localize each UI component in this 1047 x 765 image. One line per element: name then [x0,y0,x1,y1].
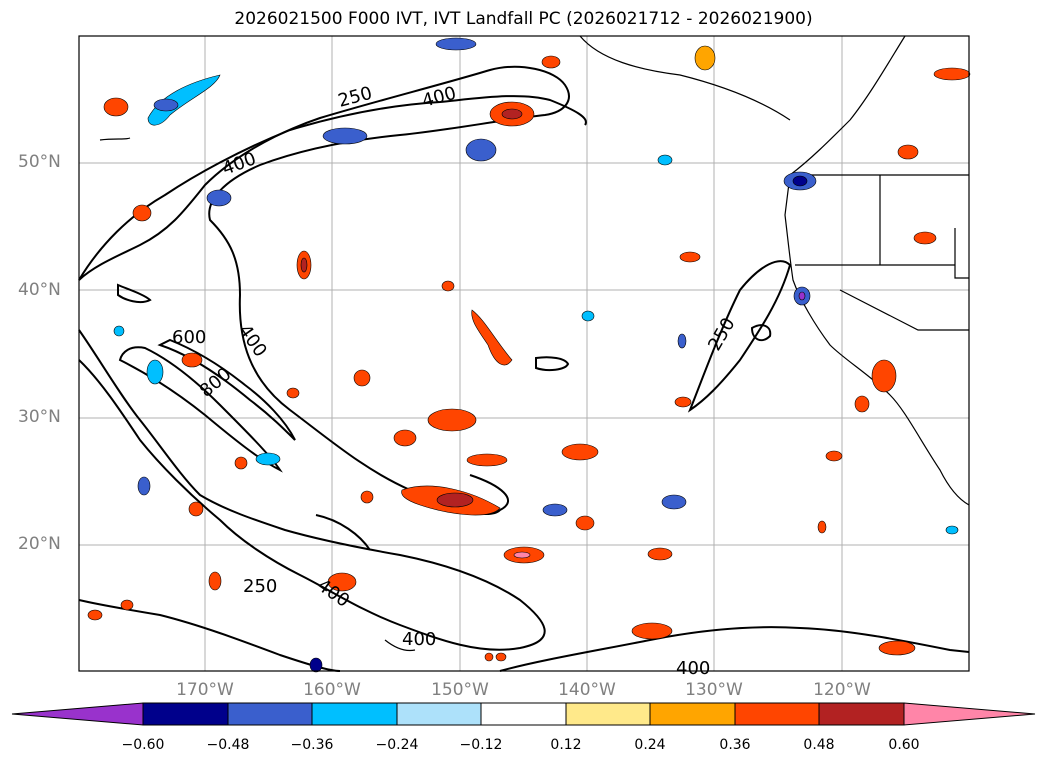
contour-label: 400 [676,658,710,679]
colorbar-tick: 0.48 [803,737,835,753]
contour-label: 250 [243,576,277,597]
contour-label: 600 [172,327,206,348]
lat-label: 30°N [18,407,61,427]
colorbar-tick: 0.60 [888,737,920,753]
colorbar-tick: −0.24 [375,737,419,753]
ivt-negative-patches [113,37,959,673]
lon-label: 120°W [813,680,871,700]
colorbar-tick: −0.12 [459,737,503,753]
colorbar-tick: −0.60 [121,737,165,753]
contour-label: 800 [196,364,236,402]
lon-label: 170°W [176,680,234,700]
contour-label: 400 [420,83,459,112]
lon-label: 130°W [685,680,743,700]
colorbar [11,702,1036,726]
colorbar-tick: 0.24 [634,737,666,753]
contour-label: 250 [704,314,739,354]
colorbar-tick: 0.36 [719,737,751,753]
lon-label: 160°W [303,680,361,700]
lon-label: 150°W [431,680,489,700]
colorbar-tick: −0.48 [206,737,250,753]
map-frame [78,35,970,672]
lat-label: 40°N [18,280,61,300]
lat-label: 50°N [18,152,61,172]
ivt-positive-patches [87,45,971,662]
map-title: 2026021500 F000 IVT, IVT Landfall PC (20… [234,9,813,29]
ivt-contours [78,65,970,672]
colorbar-tick: −0.36 [290,737,334,753]
graticule [79,36,969,671]
contour-label: 400 [234,321,271,361]
contour-label: 400 [220,148,259,179]
contour-labels: 250 400 400 600 400 800 250 400 400 250 … [172,83,740,679]
colorbar-tick: 0.12 [550,737,582,753]
contour-label: 400 [402,629,436,650]
lat-label: 20°N [18,534,61,554]
colorbar-extend-high [903,702,1036,726]
lon-label: 140°W [558,680,616,700]
colorbar-extend-low [11,702,144,726]
contour-label: 250 [336,83,375,112]
